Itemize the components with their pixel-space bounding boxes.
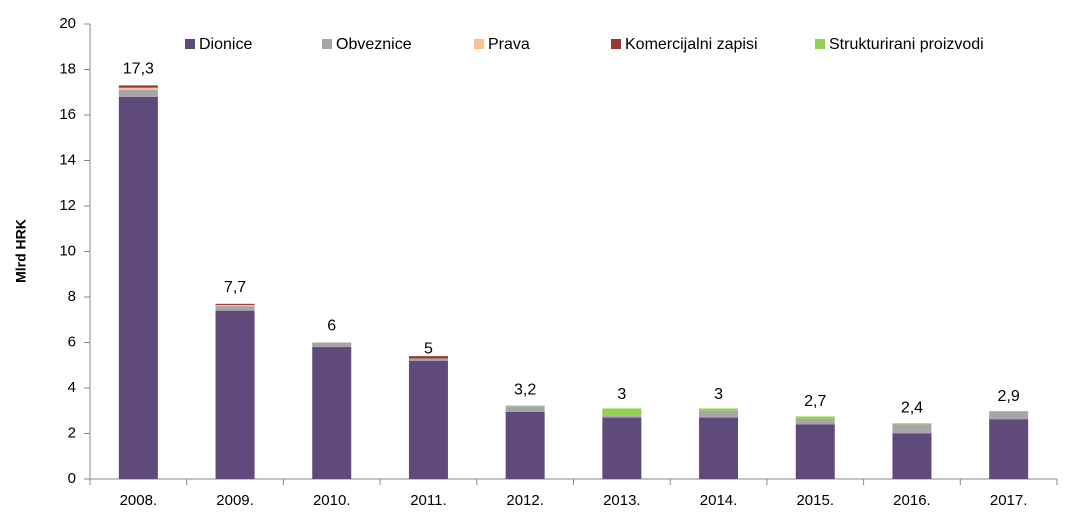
bar-segment	[892, 433, 932, 479]
total-label: 3	[714, 386, 723, 403]
total-label: 17,3	[123, 61, 154, 78]
y-tick-label: 18	[59, 60, 76, 77]
legend-swatch	[322, 39, 332, 49]
y-tick-label: 10	[59, 242, 76, 259]
bar-segment	[215, 306, 255, 311]
total-label: 6	[327, 318, 336, 335]
y-tick-label: 8	[68, 288, 76, 305]
bar-segment	[795, 418, 835, 425]
x-tick-label: 2011.	[410, 492, 446, 509]
total-label: 2,7	[804, 393, 826, 410]
bar-segment	[892, 423, 932, 425]
x-tick-label: 2012.	[506, 492, 544, 509]
legend-swatch	[474, 39, 484, 49]
bar-segment	[505, 405, 545, 407]
bar-segment	[892, 424, 932, 434]
bar-segment	[505, 406, 545, 412]
bar-segment	[699, 417, 739, 479]
y-tick-label: 4	[68, 379, 76, 396]
bar-segment	[118, 85, 158, 88]
x-tick-label: 2008.	[120, 492, 158, 509]
bar-segment	[795, 424, 835, 479]
y-tick-label: 2	[68, 424, 76, 441]
bar-segment	[602, 415, 642, 418]
y-axis-title: Mlrd HRK	[13, 219, 29, 283]
y-tick-label: 12	[59, 197, 76, 214]
bar-segment	[118, 96, 158, 480]
bar-segment	[699, 408, 739, 411]
y-tick-label: 0	[68, 470, 76, 487]
x-tick-label: 2015.	[796, 492, 834, 509]
x-tick-label: 2014.	[700, 492, 738, 509]
total-label: 3	[617, 386, 626, 403]
bar-segment	[215, 310, 255, 479]
total-label: 7,7	[224, 279, 246, 296]
bar-segment	[215, 303, 255, 305]
y-tick-label: 16	[59, 106, 76, 123]
legend-swatch	[611, 39, 621, 49]
total-label: 5	[424, 340, 433, 357]
bar-segment	[215, 304, 255, 307]
bar-segment	[795, 416, 835, 419]
bar-segment	[699, 410, 739, 418]
legend-label: Prava	[488, 36, 530, 53]
bar-segment	[118, 89, 158, 97]
bar-segment	[505, 411, 545, 479]
legend-swatch	[815, 39, 825, 49]
x-tick-label: 2009.	[216, 492, 254, 509]
bar-segment	[312, 342, 352, 348]
x-tick-label: 2016.	[893, 492, 931, 509]
bar-segment	[989, 411, 1029, 420]
y-tick-label: 20	[59, 15, 76, 32]
bar-segment	[118, 87, 158, 90]
total-label: 3,2	[514, 381, 536, 398]
total-label: 2,4	[901, 400, 923, 417]
bar-segment	[408, 356, 448, 359]
x-tick-label: 2010.	[313, 492, 351, 509]
total-label: 2,9	[998, 388, 1020, 405]
bar-segment	[989, 419, 1029, 479]
y-tick-label: 14	[59, 151, 76, 168]
y-tick-label: 6	[68, 333, 76, 350]
bar-segment	[408, 360, 448, 479]
legend-swatch	[185, 39, 195, 49]
legend-label: Strukturirani proizvodi	[829, 36, 984, 53]
bar-segment	[602, 417, 642, 479]
bar-segment	[408, 358, 448, 361]
legend-label: Komercijalni zapisi	[625, 36, 758, 53]
bar-segment	[602, 408, 642, 416]
x-tick-label: 2013.	[603, 492, 641, 509]
bar-segment	[312, 347, 352, 479]
x-tick-label: 2017.	[990, 492, 1028, 509]
legend-label: Dionice	[199, 36, 252, 53]
legend-label: Obveznice	[336, 36, 412, 53]
